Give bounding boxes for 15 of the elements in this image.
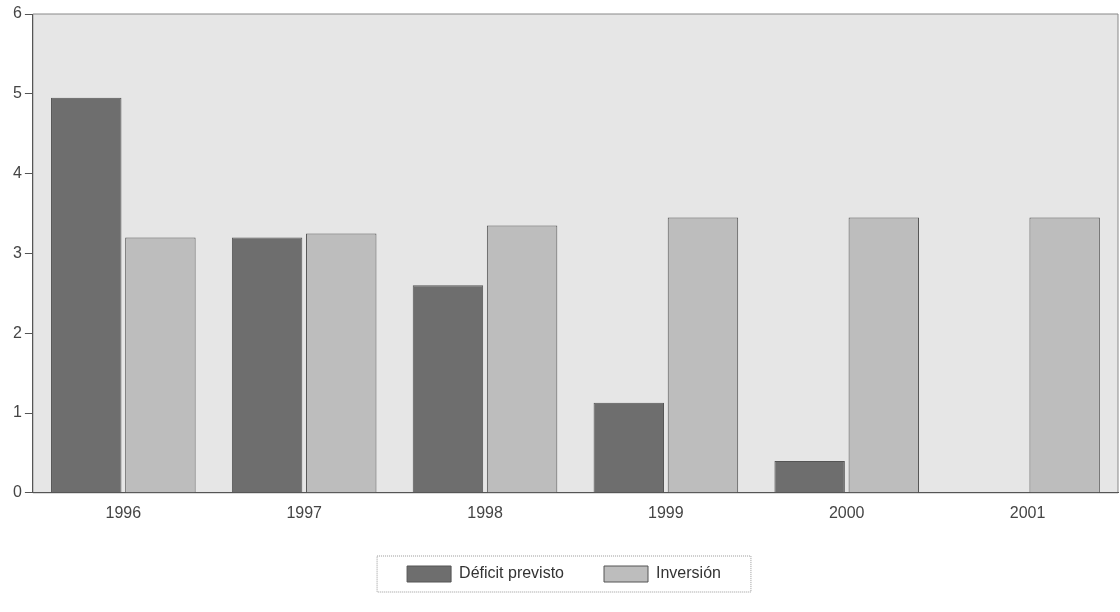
y-tick-label: 6 <box>12 4 22 22</box>
x-tick-label: 2001 <box>1009 503 1046 521</box>
y-tick-label: 5 <box>12 84 22 102</box>
legend-label: Déficit previsto <box>459 564 565 582</box>
y-tick-label: 1 <box>12 403 22 421</box>
x-tick-label: 1999 <box>648 503 684 521</box>
x-tick-label: 1997 <box>286 503 323 521</box>
legend-label: Inversión <box>656 564 721 582</box>
x-tick-label: 1996 <box>105 503 142 521</box>
y-tick-label: 0 <box>12 483 22 501</box>
y-tick-label: 3 <box>12 243 22 261</box>
x-tick-label: 1998 <box>467 503 503 521</box>
y-tick-label: 4 <box>12 164 22 182</box>
x-tick-label: 2000 <box>828 503 865 521</box>
y-tick-label: 2 <box>12 323 22 341</box>
